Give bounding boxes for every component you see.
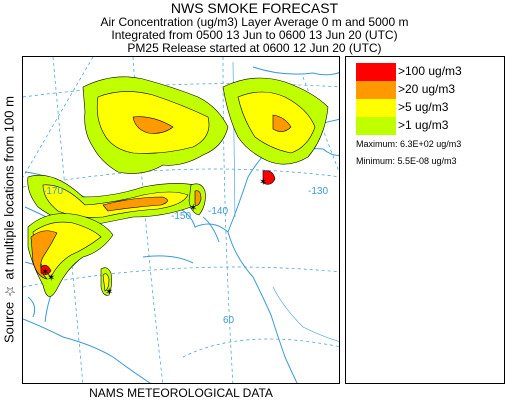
legend-minimum: Minimum: 5.5E-08 ug/m3: [356, 156, 457, 166]
legend-label: >100 ug/m3: [398, 64, 462, 78]
legend-swatch-yellow: [356, 99, 396, 117]
legend-swatch-orange: [356, 81, 396, 99]
met-data-footer: NAMS METEOROLOGICAL DATA: [89, 386, 273, 400]
legend-maximum: Maximum: 6.3E+02 ug/m3: [356, 139, 462, 149]
source-markers: ✶ ✶ ✶ ✶ ✶: [41, 177, 267, 298]
source-star-icon: ✶: [47, 273, 55, 284]
lon-label-130: -130: [308, 186, 328, 197]
integration-period: Integrated from 0500 13 Jun to 0600 13 J…: [111, 28, 398, 42]
legend-swatch-red: [356, 63, 396, 81]
source-star-icon: ✶: [189, 203, 197, 214]
forecast-title: NWS SMOKE FORECAST: [170, 0, 339, 16]
source-star-icon: ✶: [105, 287, 113, 298]
source-star-icon: ✶: [259, 177, 267, 188]
legend-swatch-lime: [356, 117, 396, 135]
lat-label-60: 60: [223, 315, 235, 326]
concentration-subtitle: Air Concentration (ug/m3) Layer Average …: [100, 15, 409, 29]
release-start: PM25 Release started at 0600 12 Jun 20 (…: [127, 41, 382, 55]
smoke-map: ✶ ✶ ✶ ✶ ✶ -170 -150 -140 -130 60: [22, 56, 340, 384]
legend-label: >20 ug/m3: [398, 82, 456, 96]
plume-hotspot-east: [262, 170, 276, 185]
legend-label: >5 ug/m3: [398, 100, 449, 114]
smoke-plumes: [27, 76, 329, 297]
source-side-label: Source ☆ at multiple locations from 100 …: [1, 96, 17, 344]
source-star-icon: ✶: [41, 267, 49, 278]
lon-label-150: -150: [171, 211, 191, 222]
legend: >100 ug/m3 >20 ug/m3 >5 ug/m3 >1 ug/m3 M…: [345, 56, 505, 384]
lon-label-170: -170: [43, 186, 63, 197]
smoke-map-svg: ✶ ✶ ✶ ✶ ✶ -170 -150 -140 -130 60: [23, 57, 339, 383]
legend-label: >1 ug/m3: [398, 118, 449, 132]
lon-label-140: -140: [208, 206, 228, 217]
